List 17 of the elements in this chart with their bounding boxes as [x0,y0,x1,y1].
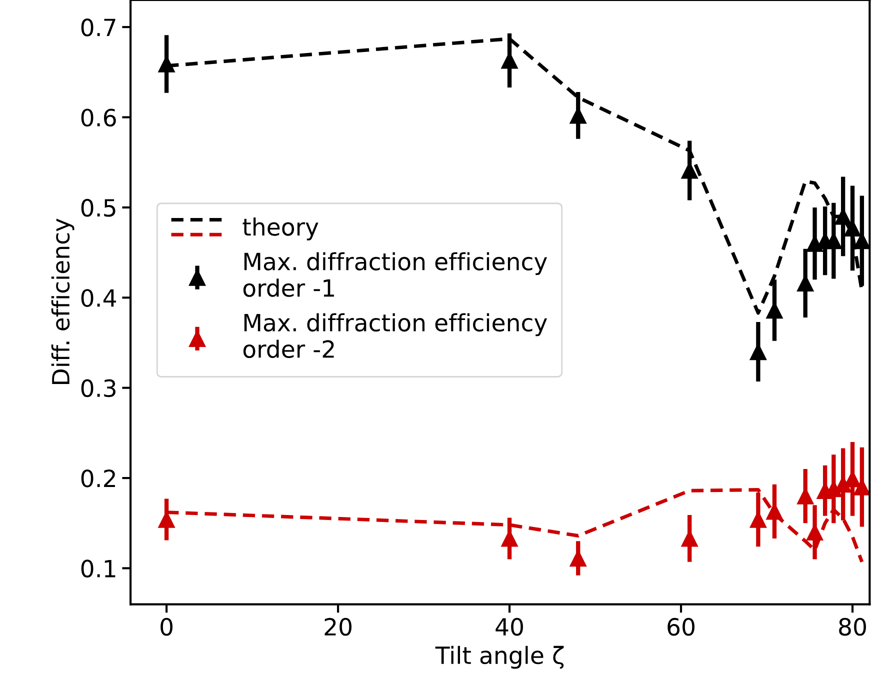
y-tick-label: 0.6 [81,108,116,127]
y-tick-label: 0.2 [81,469,115,488]
x-tick-label: 60 [668,618,694,636]
x-tick-label: 80 [839,618,866,636]
y-tick-label: 0.4 [81,289,116,307]
x-tick-label: 0 [160,618,172,636]
x-tick-label: 40 [496,618,523,636]
x-tick-label: 20 [324,618,352,636]
legend-label: Max. diffraction efficiency order -2 [243,313,548,358]
x-axis-title: Tilt angle ζ [435,646,564,669]
legend-label: Max. diffraction efficiency order -1 [243,252,548,297]
y-tick-label: 0.3 [81,379,116,398]
y-tick-label: 0.1 [81,560,116,578]
y-tick-label: 0.7 [81,18,116,36]
y-tick-label: 0.5 [81,198,116,217]
legend-label: theory [242,218,318,240]
y-axis-title: Diff. efficiency [51,218,74,384]
